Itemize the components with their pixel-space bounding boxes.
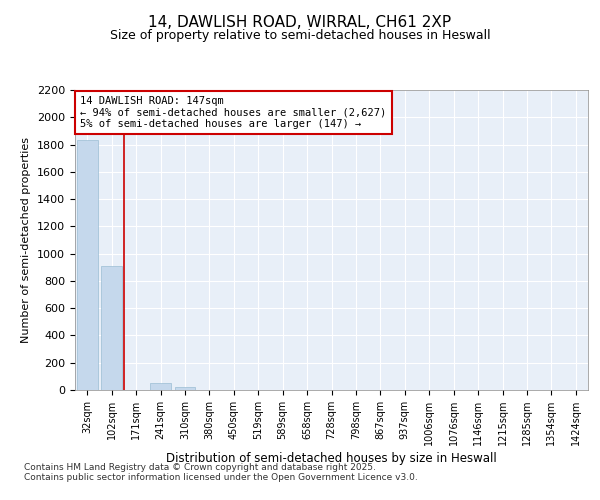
Bar — [101, 266, 122, 390]
Bar — [150, 383, 171, 390]
Y-axis label: Number of semi-detached properties: Number of semi-detached properties — [22, 137, 31, 343]
Text: 14 DAWLISH ROAD: 147sqm
← 94% of semi-detached houses are smaller (2,627)
5% of : 14 DAWLISH ROAD: 147sqm ← 94% of semi-de… — [80, 96, 386, 129]
Text: Contains HM Land Registry data © Crown copyright and database right 2025.: Contains HM Land Registry data © Crown c… — [24, 462, 376, 471]
Text: 14, DAWLISH ROAD, WIRRAL, CH61 2XP: 14, DAWLISH ROAD, WIRRAL, CH61 2XP — [148, 15, 452, 30]
Bar — [77, 140, 98, 390]
X-axis label: Distribution of semi-detached houses by size in Heswall: Distribution of semi-detached houses by … — [166, 452, 497, 465]
Text: Size of property relative to semi-detached houses in Heswall: Size of property relative to semi-detach… — [110, 28, 490, 42]
Bar — [175, 388, 196, 390]
Text: Contains public sector information licensed under the Open Government Licence v3: Contains public sector information licen… — [24, 472, 418, 482]
